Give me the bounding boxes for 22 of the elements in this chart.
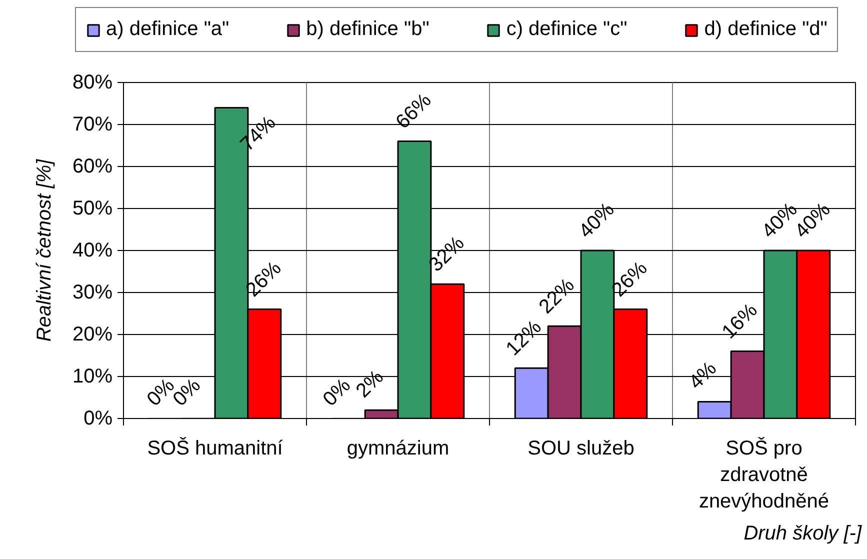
x-tick-label: SOU služeb xyxy=(528,438,634,460)
x-tick-label: SOŠ humanitní xyxy=(147,436,284,460)
data-label: 16% xyxy=(718,299,762,344)
y-tick-label: 50% xyxy=(72,198,113,220)
y-tick-label: 80% xyxy=(72,72,113,94)
y-tick-label: 0% xyxy=(84,408,113,430)
y-axis-title: Realtivní četnost [%] xyxy=(33,158,56,342)
y-tick-label: 60% xyxy=(72,156,113,178)
y-tick-label: 30% xyxy=(72,282,113,304)
data-label: 66% xyxy=(392,89,436,134)
legend-label: b) definice "b" xyxy=(306,18,430,41)
y-tick-label: 40% xyxy=(72,240,113,262)
y-tick-label: 10% xyxy=(72,366,113,388)
x-tick-label: gymnázium xyxy=(346,438,450,460)
x-tick-label: SOŠ pro zdravotně znevýhodněné xyxy=(698,436,830,512)
y-tick-label: 20% xyxy=(72,324,113,346)
data-label: 40% xyxy=(574,198,619,242)
legend-label: d) definice "d" xyxy=(704,18,828,41)
x-axis-title: Druh školy [-] xyxy=(744,522,862,544)
legend-label: a) definice "a" xyxy=(106,18,230,41)
legend-label: c) definice "c" xyxy=(506,18,628,41)
y-tick-label: 70% xyxy=(72,114,113,136)
